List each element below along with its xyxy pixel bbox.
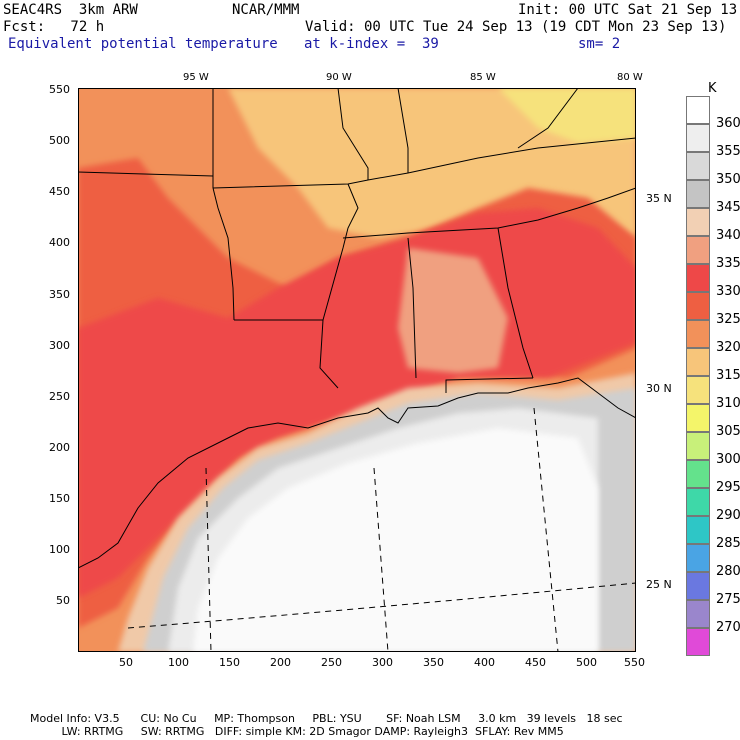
valid-time: Valid: 00 UTC Tue 24 Sep 13 (19 CDT Mon … xyxy=(305,19,727,35)
colorbar-swatch xyxy=(686,488,710,516)
colorbar-swatch xyxy=(686,460,710,488)
colorbar-label: 350 xyxy=(716,172,740,187)
model-info-line2: LW: RRTMG SW: RRTMG DIFF: simple KM: 2D … xyxy=(30,725,564,738)
lat-label-35n: 35 N xyxy=(646,192,672,205)
y-tick: 250 xyxy=(49,390,70,403)
field-name: Equivalent potential temperature xyxy=(8,36,278,52)
colorbar-label: 275 xyxy=(716,592,740,607)
level-index: at k-index = 39 xyxy=(304,36,439,52)
y-tick: 150 xyxy=(49,492,70,505)
lat-label-25n: 25 N xyxy=(646,578,672,591)
x-tick: 300 xyxy=(372,656,393,669)
colorbar-label: 285 xyxy=(716,536,740,551)
colorbar-swatch xyxy=(686,264,710,292)
lon-label-80w: 80 W xyxy=(617,72,643,83)
x-tick: 100 xyxy=(168,656,189,669)
colorbar-swatch xyxy=(686,376,710,404)
colorbar-swatch xyxy=(686,292,710,320)
field-salmon xyxy=(398,248,508,373)
lon-label-95w: 95 W xyxy=(183,72,209,83)
lon-label-85w: 85 W xyxy=(470,72,496,83)
x-tick: 350 xyxy=(423,656,444,669)
y-tick: 550 xyxy=(49,83,70,96)
colorbar-label: 345 xyxy=(716,200,740,215)
colorbar-label: 270 xyxy=(716,620,740,635)
field-yellow xyxy=(498,88,636,143)
colorbar-label: 310 xyxy=(716,396,740,411)
colorbar-swatch xyxy=(686,236,710,264)
colorbar-label: 280 xyxy=(716,564,740,579)
x-tick: 550 xyxy=(624,656,645,669)
graticule xyxy=(127,407,636,652)
y-tick: 200 xyxy=(49,441,70,454)
colorbar-unit: K xyxy=(708,81,717,96)
coastline xyxy=(78,377,636,569)
theta-e-map xyxy=(78,88,636,652)
colorbar-label: 295 xyxy=(716,480,740,495)
y-tick: 50 xyxy=(56,594,70,607)
lat-label-30n: 30 N xyxy=(646,382,672,395)
model-title: SEAC4RS 3km ARW xyxy=(3,2,138,18)
init-time: Init: 00 UTC Sat 21 Sep 13 xyxy=(518,2,738,18)
colorbar-label: 320 xyxy=(716,340,740,355)
colorbar-swatch xyxy=(686,432,710,460)
colorbar-swatch xyxy=(686,348,710,376)
y-tick: 350 xyxy=(49,288,70,301)
y-tick: 450 xyxy=(49,185,70,198)
colorbar-label: 355 xyxy=(716,144,740,159)
x-tick: 250 xyxy=(321,656,342,669)
colorbar-swatch xyxy=(686,152,710,180)
colorbar-swatch xyxy=(686,516,710,544)
x-tick: 500 xyxy=(576,656,597,669)
colorbar-label: 340 xyxy=(716,228,740,243)
colorbar-label: 325 xyxy=(716,312,740,327)
model-info-line1: Model Info: V3.5 CU: No Cu MP: Thompson … xyxy=(30,712,623,725)
lon-label-90w: 90 W xyxy=(326,72,352,83)
field-white xyxy=(193,428,598,652)
colorbar-swatch xyxy=(686,320,710,348)
y-tick: 400 xyxy=(49,236,70,249)
colorbar-label: 305 xyxy=(716,424,740,439)
colorbar-swatch xyxy=(686,180,710,208)
colorbar-swatch xyxy=(686,572,710,600)
colorbar-swatch xyxy=(686,600,710,628)
x-tick: 150 xyxy=(219,656,240,669)
colorbar-swatch xyxy=(686,208,710,236)
colorbar-label: 315 xyxy=(716,368,740,383)
x-tick: 450 xyxy=(525,656,546,669)
map-frame xyxy=(78,88,636,652)
colorbar-label: 290 xyxy=(716,508,740,523)
colorbar-label: 335 xyxy=(716,256,740,271)
forecast-hour: Fcst: 72 h xyxy=(3,19,105,35)
center-label: NCAR/MMM xyxy=(232,2,300,18)
y-tick: 100 xyxy=(49,543,70,556)
colorbar-swatch xyxy=(686,404,710,432)
colorbar-swatch xyxy=(686,96,710,124)
colorbar-swatch xyxy=(686,544,710,572)
colorbar-label: 300 xyxy=(716,452,740,467)
x-tick: 50 xyxy=(119,656,133,669)
y-tick: 500 xyxy=(49,134,70,147)
smoothing: sm= 2 xyxy=(578,36,621,52)
colorbar-label: 330 xyxy=(716,284,740,299)
x-tick: 400 xyxy=(474,656,495,669)
colorbar-label: 360 xyxy=(716,116,740,131)
state-boundaries xyxy=(78,88,636,393)
colorbar-swatch xyxy=(686,628,710,656)
x-tick: 200 xyxy=(270,656,291,669)
y-tick: 300 xyxy=(49,339,70,352)
colorbar-swatch xyxy=(686,124,710,152)
